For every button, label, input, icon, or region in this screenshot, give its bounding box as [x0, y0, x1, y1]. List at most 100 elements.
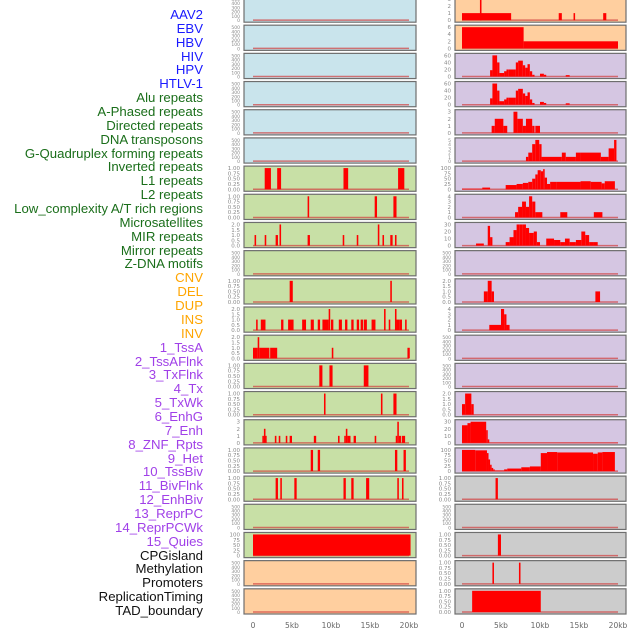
- bar: [374, 435, 377, 443]
- bar: [525, 67, 528, 77]
- bar: [351, 478, 354, 500]
- y-tick-label: 0.00: [439, 497, 452, 503]
- y-tick-label: 0: [448, 159, 451, 165]
- bar: [504, 99, 507, 105]
- bar: [593, 453, 598, 472]
- y-tick-label: 20: [444, 96, 451, 102]
- track-label: Alu repeats: [136, 90, 203, 106]
- bar: [515, 212, 519, 218]
- y-tick-label: 10: [444, 237, 451, 243]
- track-label: Z-DNA motifs: [124, 256, 203, 272]
- y-tick-label: 0: [237, 441, 241, 447]
- x-tick-label: 20kb: [609, 621, 628, 630]
- bar: [533, 231, 537, 246]
- y-tick-label: 0.5: [442, 295, 451, 301]
- y-tick-label: 25: [233, 548, 240, 554]
- y-tick-label: 200: [442, 517, 451, 523]
- bar: [388, 319, 391, 331]
- bar: [527, 92, 530, 105]
- y-tick-label: 1.00: [228, 448, 241, 454]
- bar: [515, 62, 519, 77]
- bar: [401, 478, 404, 500]
- y-tick-label: 400: [231, 142, 240, 148]
- bar: [462, 13, 512, 21]
- y-tick-label: 300: [231, 5, 240, 11]
- panel-background: [243, 109, 417, 136]
- bar: [522, 93, 526, 105]
- bar: [472, 590, 541, 612]
- y-tick-label: 0: [448, 75, 452, 81]
- panel-background: [243, 278, 417, 305]
- y-tick-label: 0: [448, 131, 452, 137]
- track-label: 2_TssAFlnk: [134, 353, 203, 369]
- bar: [525, 95, 528, 105]
- y-tick-label: 400: [231, 509, 240, 515]
- bar: [487, 280, 492, 302]
- y-tick-label: 0.50: [228, 205, 241, 211]
- panel-background: [454, 560, 627, 587]
- bar: [535, 125, 540, 133]
- y-tick-label: 500: [442, 504, 451, 510]
- y-tick-label: 6: [448, 25, 452, 31]
- y-tick-label: 300: [231, 62, 240, 68]
- bar: [374, 196, 378, 218]
- track-label: AAV2: [170, 7, 203, 22]
- x-tick-label: 5kb: [285, 621, 299, 630]
- y-tick-label: 1.00: [439, 561, 452, 567]
- bar: [394, 309, 397, 331]
- bar: [513, 230, 517, 246]
- bar: [393, 393, 397, 415]
- y-tick-label: 500: [442, 335, 451, 341]
- bar: [467, 423, 471, 443]
- y-tick-label: 0.00: [228, 300, 241, 306]
- bar: [540, 171, 544, 190]
- panel-background: [243, 390, 417, 418]
- bar: [518, 88, 521, 105]
- track-label: DEL: [177, 284, 203, 300]
- y-tick-label: 300: [442, 372, 451, 378]
- y-tick-label: 0.75: [228, 171, 241, 177]
- bar: [345, 428, 348, 443]
- bar: [540, 73, 544, 77]
- y-tick-label: 1.00: [439, 589, 452, 595]
- bar: [399, 319, 402, 331]
- y-tick-label: 0.00: [228, 215, 241, 221]
- panel-left: 0.000.250.500.751.00: [228, 362, 417, 391]
- bar: [560, 212, 568, 218]
- bar: [263, 428, 266, 443]
- y-tick-label: 1.0: [231, 318, 240, 324]
- y-tick-label: 3: [448, 0, 452, 3]
- panel-left: 0.00.51.01.52.0: [231, 221, 417, 250]
- bar: [505, 185, 517, 190]
- bar: [264, 235, 267, 246]
- bar: [262, 435, 264, 443]
- y-tick-label: 0.75: [228, 481, 241, 487]
- y-tick-label: 1.00: [228, 476, 241, 482]
- track-label: 6_EnhG: [154, 408, 203, 424]
- bar: [513, 97, 516, 105]
- track-label: Low_complexity A/T rich regions: [14, 201, 203, 217]
- bar: [260, 319, 266, 331]
- y-tick-label: 25: [444, 464, 451, 470]
- y-tick-label: 200: [231, 122, 240, 128]
- bar: [317, 449, 321, 472]
- bar: [394, 449, 398, 472]
- bar: [310, 319, 314, 331]
- x-tick-label: 10kb: [322, 621, 341, 630]
- y-tick-label: 0: [448, 215, 452, 221]
- y-tick-label: 0.50: [439, 571, 452, 577]
- panel-left: 0.000.250.500.751.00: [228, 165, 417, 193]
- panel-background: [454, 390, 627, 418]
- y-tick-label: 3: [448, 200, 452, 206]
- bar: [540, 453, 548, 472]
- track-label: G-Quadruplex forming repeats: [24, 145, 203, 161]
- bar: [525, 156, 529, 162]
